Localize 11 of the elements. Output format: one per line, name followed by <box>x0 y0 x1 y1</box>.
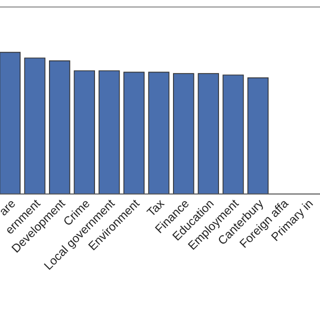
bar <box>74 70 95 194</box>
bar <box>0 52 21 194</box>
bar <box>123 72 145 194</box>
bar <box>24 58 46 194</box>
bar <box>148 72 170 194</box>
bar <box>173 73 194 194</box>
bar <box>247 77 269 194</box>
bar <box>198 73 219 194</box>
bar <box>98 70 120 194</box>
bar <box>222 74 244 194</box>
bar <box>49 60 70 194</box>
